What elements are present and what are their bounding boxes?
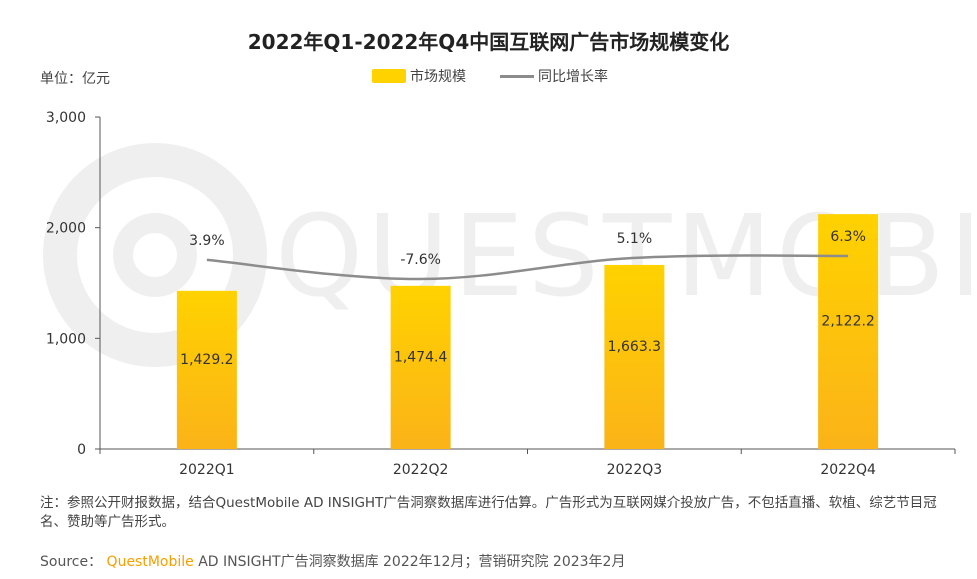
y-tick-label: 2,000 bbox=[46, 221, 86, 237]
footnote: 注：参照公开财报数据，结合QuestMobile AD INSIGHT广告洞察数… bbox=[40, 495, 937, 530]
rate-value-label: 3.9% bbox=[189, 233, 225, 249]
source-brand: QuestMobile bbox=[106, 554, 194, 570]
legend-line-label: 同比增长率 bbox=[538, 69, 608, 85]
bar bbox=[176, 290, 237, 449]
rate-value-label: 6.3% bbox=[830, 229, 866, 245]
y-tick-label: 0 bbox=[77, 442, 86, 458]
bar-value-label: 2,122.2 bbox=[821, 314, 874, 330]
source-line: Source： QuestMobile AD INSIGHT广告洞察数据库 20… bbox=[40, 551, 625, 571]
rate-value-label: 5.1% bbox=[617, 231, 653, 247]
bar bbox=[604, 264, 665, 449]
bar-value-label: 1,429.2 bbox=[180, 352, 233, 368]
x-tick-label: 2022Q2 bbox=[393, 462, 449, 478]
chart-title: 2022年Q1-2022年Q4中国互联网广告市场规模变化 bbox=[247, 30, 730, 54]
legend-bar-swatch bbox=[372, 69, 406, 83]
legend-line-swatch bbox=[500, 74, 534, 78]
y-tick-label: 1,000 bbox=[46, 331, 86, 347]
bar bbox=[390, 285, 451, 449]
bar-value-label: 1,474.4 bbox=[394, 349, 448, 365]
source-prefix: Source： bbox=[40, 554, 103, 570]
unit-label: 单位：亿元 bbox=[40, 71, 110, 87]
bar-value-label: 1,663.3 bbox=[608, 339, 661, 355]
x-tick-label: 2022Q1 bbox=[179, 462, 235, 478]
legend: 市场规模 同比增长率 bbox=[372, 66, 608, 86]
x-tick-label: 2022Q3 bbox=[607, 462, 663, 478]
growth-rate-line bbox=[206, 254, 849, 281]
bar bbox=[818, 214, 879, 449]
y-tick-label: 3,000 bbox=[46, 110, 86, 126]
source-rest: AD INSIGHT广告洞察数据库 2022年12月；营销研究院 2023年2月 bbox=[198, 554, 626, 570]
rate-value-label: -7.6% bbox=[400, 252, 441, 268]
legend-bar-label: 市场规模 bbox=[410, 69, 466, 85]
x-tick-label: 2022Q4 bbox=[820, 462, 876, 478]
chart-area: QUESTMOBILE 01,0002,0003,0002022Q12022Q2… bbox=[43, 110, 977, 478]
